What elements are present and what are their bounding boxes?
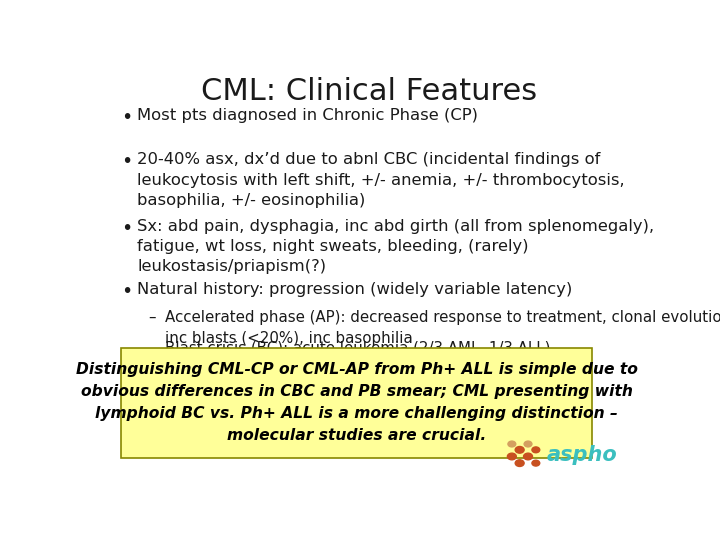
- Text: •: •: [121, 219, 132, 238]
- Circle shape: [532, 460, 540, 466]
- Text: Most pts diagnosed in Chronic Phase (CP): Most pts diagnosed in Chronic Phase (CP): [138, 109, 478, 124]
- Text: Sx: abd pain, dysphagia, inc abd girth (all from splenomegaly),
fatigue, wt loss: Sx: abd pain, dysphagia, inc abd girth (…: [138, 219, 654, 274]
- Text: Blast crisis (BC): acute leukemia (2/3 AML, 1/3 ALL): Blast crisis (BC): acute leukemia (2/3 A…: [166, 341, 551, 356]
- Text: –: –: [148, 341, 156, 356]
- Text: Accelerated phase (AP): decreased response to treatment, clonal evolution,
inc b: Accelerated phase (AP): decreased respon…: [166, 310, 720, 346]
- Text: Distinguishing CML-CP or CML-AP from Ph+ ALL is simple due to
obvious difference: Distinguishing CML-CP or CML-AP from Ph+…: [76, 362, 637, 443]
- Circle shape: [516, 447, 524, 453]
- Text: •: •: [121, 282, 132, 301]
- Text: 20-40% asx, dx’d due to abnl CBC (incidental findings of
leukocytosis with left : 20-40% asx, dx’d due to abnl CBC (incide…: [138, 152, 625, 208]
- Text: •: •: [121, 152, 132, 171]
- Text: Natural history: progression (widely variable latency): Natural history: progression (widely var…: [138, 282, 573, 297]
- Text: •: •: [121, 109, 132, 127]
- FancyBboxPatch shape: [121, 348, 593, 458]
- Circle shape: [516, 460, 524, 467]
- Circle shape: [508, 453, 516, 460]
- Circle shape: [508, 441, 516, 447]
- Text: CML: Clinical Features: CML: Clinical Features: [201, 77, 537, 106]
- Circle shape: [524, 441, 532, 447]
- Text: aspho: aspho: [546, 445, 617, 465]
- Text: –: –: [148, 310, 156, 325]
- Circle shape: [523, 453, 533, 460]
- Circle shape: [532, 447, 540, 453]
